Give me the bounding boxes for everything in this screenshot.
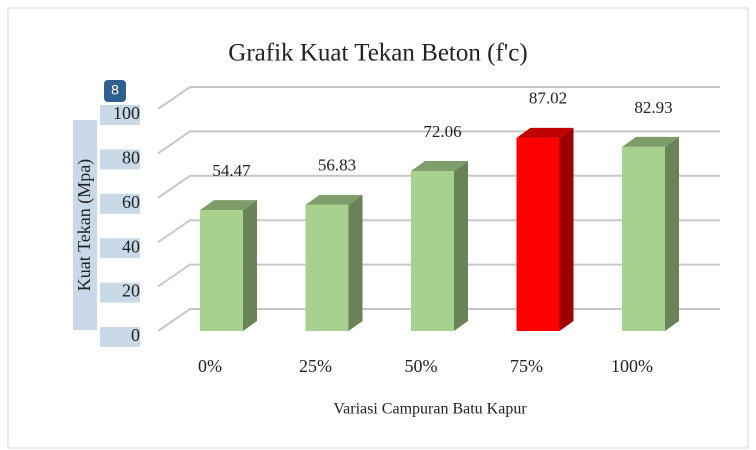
badge-label: 8 — [111, 82, 119, 98]
y-tick-label: 100 — [113, 103, 140, 123]
x-tick-label: 0% — [198, 356, 222, 376]
badge — [104, 80, 126, 102]
bar-front — [200, 210, 243, 331]
chart-title: Grafik Kuat Tekan Beton (f'c) — [228, 40, 527, 67]
bar — [200, 200, 257, 331]
bar-side — [348, 194, 363, 331]
bar-front — [411, 171, 454, 331]
bar-side — [559, 127, 574, 331]
y-tick-label: 0 — [131, 325, 140, 345]
bar-top — [622, 136, 679, 147]
bar-top — [516, 127, 574, 138]
y-tick-highlight — [100, 327, 140, 347]
x-tick-label: 75% — [510, 356, 543, 376]
y-tick-label: 40 — [122, 236, 140, 256]
y-tick-highlight — [100, 282, 140, 303]
bar — [622, 136, 679, 331]
y-tick-highlight — [100, 193, 140, 214]
bar-top — [200, 200, 257, 211]
y-tick-highlight — [100, 149, 140, 170]
x-axis-title: Variasi Campuran Batu Kapur — [333, 401, 527, 418]
bar-top — [305, 194, 363, 205]
x-tick-label: 25% — [299, 356, 332, 376]
bar-side — [665, 136, 679, 331]
bar-top — [411, 161, 468, 172]
value-label: 82.93 — [634, 98, 672, 117]
chart-border — [7, 7, 749, 449]
bar-side — [454, 161, 468, 331]
bar — [305, 194, 363, 331]
value-label: 54.47 — [212, 161, 251, 180]
y-tick-highlight — [100, 105, 140, 125]
bar — [516, 127, 574, 331]
value-label: 87.02 — [529, 89, 567, 108]
grid-line — [157, 86, 720, 110]
value-label: 72.06 — [423, 122, 461, 141]
bar — [411, 161, 468, 331]
y-tick-label: 60 — [122, 192, 140, 212]
x-tick-label: 100% — [611, 356, 653, 376]
y-axis-title: Kuat Tekan (Mpa) — [74, 159, 95, 291]
y-tick-label: 80 — [122, 148, 140, 168]
y-tick-highlight — [100, 238, 140, 259]
value-label: 56.83 — [318, 156, 356, 175]
y-tick-label: 20 — [122, 281, 140, 301]
bar-front — [305, 204, 349, 331]
bar-side — [243, 200, 257, 331]
axis-title-highlight — [73, 120, 97, 330]
bar-front — [622, 146, 665, 331]
bar-front — [516, 137, 560, 331]
x-tick-label: 50% — [405, 356, 438, 376]
